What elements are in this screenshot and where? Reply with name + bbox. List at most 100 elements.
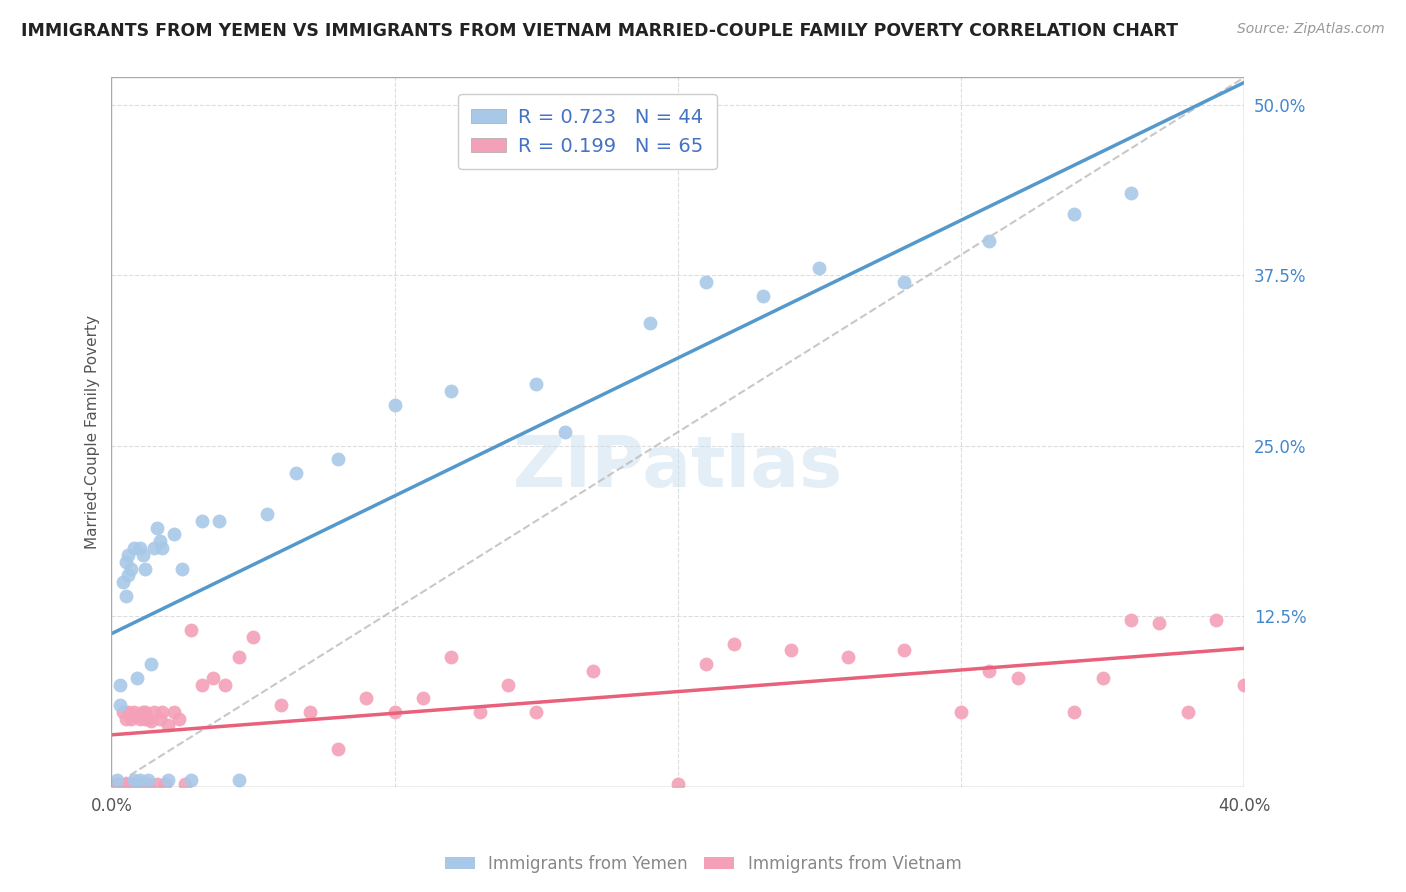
Legend: R = 0.723   N = 44, R = 0.199   N = 65: R = 0.723 N = 44, R = 0.199 N = 65 <box>457 95 717 169</box>
Point <box>157 718 180 732</box>
Point <box>145 521 167 535</box>
Point <box>554 425 576 439</box>
Point <box>808 261 831 276</box>
Point <box>326 452 349 467</box>
Point <box>270 698 292 712</box>
Point <box>139 657 162 671</box>
Point <box>256 507 278 521</box>
Point <box>1063 705 1085 719</box>
Point <box>131 548 153 562</box>
Point <box>155 777 177 791</box>
Y-axis label: Married-Couple Family Poverty: Married-Couple Family Poverty <box>86 315 100 549</box>
Point <box>638 316 661 330</box>
Point <box>131 777 153 791</box>
Point <box>228 650 250 665</box>
Point <box>180 623 202 637</box>
Point <box>1063 207 1085 221</box>
Point <box>120 777 142 791</box>
Point <box>242 630 264 644</box>
Point <box>150 705 173 719</box>
Point <box>114 589 136 603</box>
Point <box>412 691 434 706</box>
Point <box>893 275 915 289</box>
Point <box>1119 186 1142 201</box>
Point <box>142 541 165 555</box>
Point <box>326 741 349 756</box>
Point <box>117 548 139 562</box>
Point <box>169 712 191 726</box>
Point <box>174 777 197 791</box>
Point <box>131 705 153 719</box>
Text: IMMIGRANTS FROM YEMEN VS IMMIGRANTS FROM VIETNAM MARRIED-COUPLE FAMILY POVERTY C: IMMIGRANTS FROM YEMEN VS IMMIGRANTS FROM… <box>21 22 1178 40</box>
Point <box>180 772 202 787</box>
Point <box>1091 671 1114 685</box>
Point <box>384 705 406 719</box>
Point <box>1007 671 1029 685</box>
Point <box>163 527 186 541</box>
Point <box>1119 614 1142 628</box>
Point <box>111 777 134 791</box>
Point <box>524 705 547 719</box>
Point <box>950 705 973 719</box>
Point <box>356 691 378 706</box>
Point <box>228 772 250 787</box>
Point <box>979 234 1001 248</box>
Point <box>136 712 159 726</box>
Point <box>134 561 156 575</box>
Point <box>191 677 214 691</box>
Point <box>114 712 136 726</box>
Point <box>117 568 139 582</box>
Point <box>125 671 148 685</box>
Point <box>440 384 463 399</box>
Point <box>136 777 159 791</box>
Point <box>752 289 775 303</box>
Point <box>128 712 150 726</box>
Point <box>524 377 547 392</box>
Point <box>780 643 803 657</box>
Point <box>979 664 1001 678</box>
Point <box>134 705 156 719</box>
Point <box>128 772 150 787</box>
Point <box>122 777 145 791</box>
Point <box>695 275 717 289</box>
Point <box>105 777 128 791</box>
Point <box>120 712 142 726</box>
Point <box>148 712 170 726</box>
Point <box>122 541 145 555</box>
Point <box>723 637 745 651</box>
Point <box>468 705 491 719</box>
Point <box>666 777 689 791</box>
Point <box>163 705 186 719</box>
Point <box>128 541 150 555</box>
Point <box>145 777 167 791</box>
Point <box>837 650 859 665</box>
Text: Source: ZipAtlas.com: Source: ZipAtlas.com <box>1237 22 1385 37</box>
Point <box>893 643 915 657</box>
Point <box>136 772 159 787</box>
Point <box>120 561 142 575</box>
Point <box>134 712 156 726</box>
Point <box>114 555 136 569</box>
Point <box>150 541 173 555</box>
Point <box>214 677 236 691</box>
Point <box>148 534 170 549</box>
Point <box>384 398 406 412</box>
Point <box>172 561 194 575</box>
Point <box>1233 677 1256 691</box>
Point <box>117 777 139 791</box>
Point <box>695 657 717 671</box>
Point <box>122 705 145 719</box>
Point <box>582 664 605 678</box>
Text: ZIPatlas: ZIPatlas <box>513 434 844 502</box>
Point <box>208 514 231 528</box>
Point <box>157 772 180 787</box>
Point <box>114 777 136 791</box>
Point <box>1205 614 1227 628</box>
Point <box>122 772 145 787</box>
Point <box>496 677 519 691</box>
Point <box>202 671 225 685</box>
Legend: Immigrants from Yemen, Immigrants from Vietnam: Immigrants from Yemen, Immigrants from V… <box>439 848 967 880</box>
Point <box>142 705 165 719</box>
Point <box>105 772 128 787</box>
Point <box>284 466 307 480</box>
